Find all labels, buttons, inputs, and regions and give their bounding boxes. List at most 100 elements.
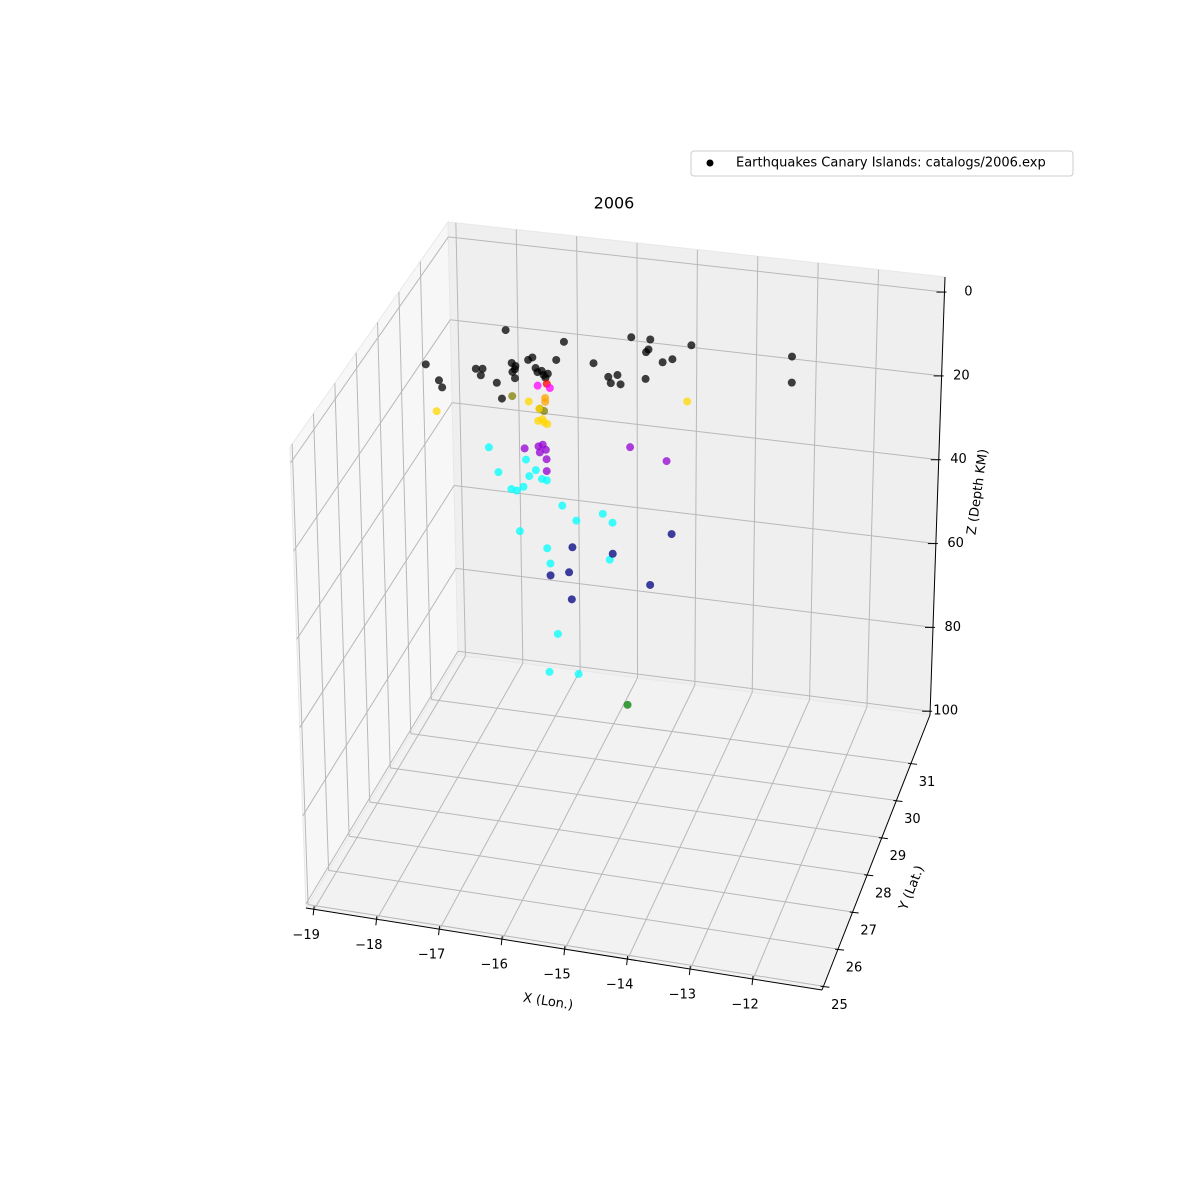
grid-line [809, 262, 819, 700]
x-tick-label: −13 [669, 988, 696, 1003]
point [604, 372, 613, 381]
point [683, 397, 692, 406]
point [667, 530, 676, 539]
grid-line [302, 568, 457, 817]
x-axis-label: X (Lon.) [522, 991, 574, 1014]
point [512, 486, 521, 495]
y-tick-label: 25 [831, 998, 848, 1013]
grid-line [299, 485, 455, 728]
point [568, 543, 577, 552]
grid-line [448, 236, 945, 293]
point [525, 472, 534, 481]
grid-line [866, 269, 880, 707]
point [501, 326, 510, 335]
z-axis-label: Z (Depth KM) [965, 448, 992, 536]
x-tick [500, 936, 503, 946]
grid-line [457, 650, 931, 712]
point [646, 580, 655, 589]
point [608, 549, 617, 558]
grid-line [564, 684, 696, 950]
point [565, 568, 574, 577]
x-tick-label: −19 [292, 928, 319, 943]
point [787, 378, 796, 387]
point [788, 352, 797, 361]
grid-line [334, 383, 350, 837]
point [434, 376, 443, 385]
grid-line [313, 655, 466, 910]
grid [290, 222, 945, 987]
grid-line [328, 869, 839, 950]
z-tick-label: 80 [944, 620, 961, 635]
y-tick-label: 29 [890, 849, 907, 864]
point [567, 595, 576, 604]
point [535, 404, 544, 413]
point [478, 364, 487, 373]
x-tick-label: −16 [481, 958, 508, 973]
x-tick-label: −12 [731, 998, 758, 1013]
x-tick-label: −15 [543, 968, 570, 983]
grid-line [290, 236, 449, 464]
point [623, 700, 632, 709]
point [541, 373, 550, 382]
grid-line [293, 319, 451, 552]
y-tick [849, 911, 859, 914]
point [438, 383, 447, 392]
point [589, 359, 598, 368]
point [552, 355, 561, 364]
point [542, 476, 551, 485]
grid-line [305, 651, 459, 905]
y-tick-label: 31 [919, 775, 936, 790]
point [541, 397, 550, 406]
point [484, 443, 493, 452]
point [508, 392, 517, 401]
point [533, 368, 542, 377]
point [598, 509, 607, 518]
point [519, 482, 528, 491]
axes: −19 −18 −17 −16 −15 −14 −13 −12 25 26 27 28 29 30 31 0 2… [292, 276, 972, 1013]
point [541, 445, 550, 454]
point [558, 501, 567, 510]
points [421, 326, 797, 709]
point [542, 467, 551, 476]
y-tick-label: 26 [846, 961, 863, 976]
grid-line [694, 249, 698, 686]
x-tick [438, 926, 441, 936]
y-tick-label: 30 [904, 812, 921, 827]
y-axis-line [821, 714, 931, 991]
grid-line [689, 699, 811, 970]
x-axis-line [305, 907, 823, 991]
chart-title: 2006 [594, 194, 635, 213]
grid-line [296, 402, 453, 640]
x-tick [688, 966, 691, 976]
z-tick-label: 20 [953, 368, 970, 383]
point [546, 559, 555, 568]
grid-line [369, 801, 868, 876]
z-tick-label: 0 [964, 285, 972, 300]
z-tick-label: 60 [947, 536, 964, 551]
y-tick [820, 985, 830, 988]
point [522, 455, 531, 464]
point [641, 374, 650, 383]
point [524, 397, 533, 406]
y-tick [864, 874, 874, 877]
y-tick [893, 799, 903, 802]
grid-line [398, 291, 412, 734]
grid-line [355, 352, 371, 803]
point [528, 353, 537, 362]
point [492, 378, 501, 387]
grid-line [431, 698, 912, 764]
grid-line [752, 706, 868, 980]
point [553, 629, 562, 638]
grid-line [390, 767, 882, 839]
grid-line [312, 413, 330, 871]
point [542, 455, 551, 464]
point [613, 371, 622, 380]
grid-line [455, 222, 466, 656]
point [545, 383, 554, 392]
y-tick [878, 837, 888, 840]
z-tick-label: 40 [950, 452, 967, 467]
x-tick-label: −18 [355, 938, 382, 953]
point [605, 555, 614, 564]
x-tick [312, 906, 315, 916]
